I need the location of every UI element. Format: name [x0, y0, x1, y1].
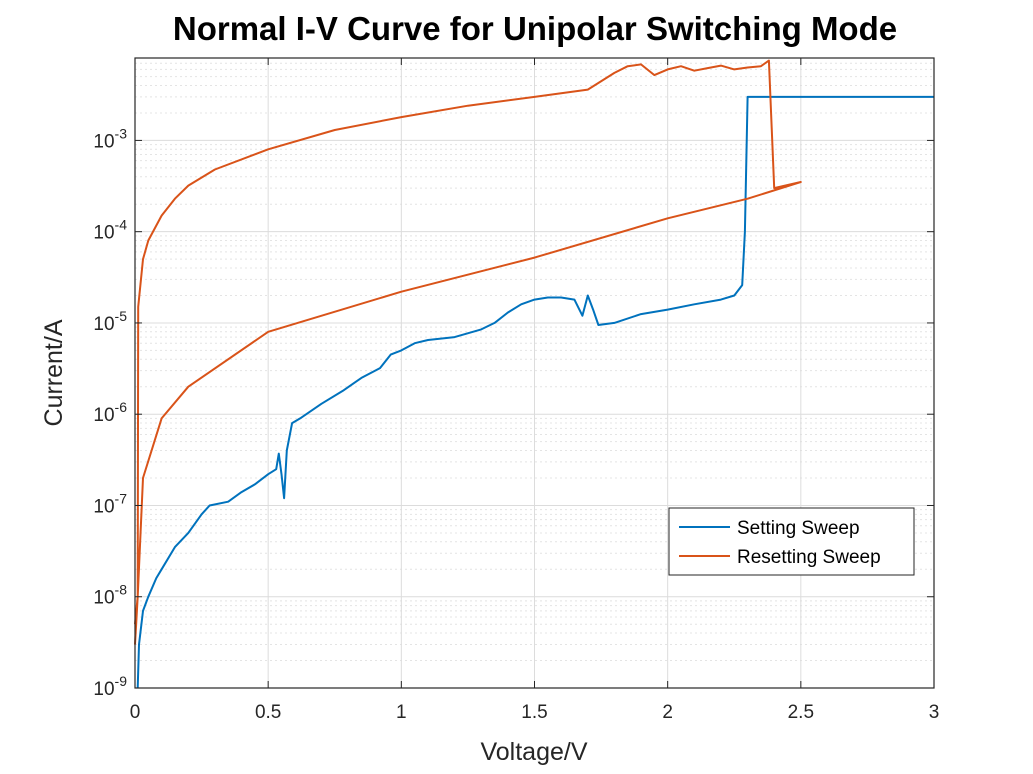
x-tick-label: 1 — [396, 702, 407, 723]
x-axis-ticks: 0 0.5 1 1.5 2 2.5 3 — [130, 58, 940, 723]
legend: Setting Sweep Resetting Sweep — [668, 507, 915, 576]
y-axis-ticks: 10-9 10-8 10-7 10-6 10-5 10-4 10-3 — [93, 125, 934, 700]
x-tick-label: 2 — [662, 702, 673, 723]
legend-label-resetting: Resetting Sweep — [737, 547, 881, 568]
series-lines — [134, 59, 934, 689]
x-axis-label: Voltage/V — [480, 738, 587, 766]
y-tick-label: 10-6 — [93, 399, 127, 426]
chart-title: Normal I-V Curve for Unipolar Switching … — [173, 10, 897, 47]
legend-box — [668, 507, 915, 576]
y-tick-label: 10-7 — [93, 490, 127, 517]
series-line-setting-sweep — [136, 95, 934, 689]
y-tick-label: 10-5 — [93, 308, 127, 335]
x-tick-label: 3 — [929, 702, 940, 723]
y-tick-label: 10-8 — [93, 582, 127, 609]
y-axis-label: Current/A — [40, 319, 68, 426]
x-tick-label: 2.5 — [788, 702, 814, 723]
x-tick-label: 0.5 — [255, 702, 281, 723]
series-line-resetting-sweep — [134, 59, 802, 645]
y-tick-label: 10-4 — [93, 217, 127, 244]
y-tick-label: 10-9 — [93, 673, 127, 700]
y-tick-label: 10-3 — [93, 125, 127, 152]
x-tick-label: 0 — [130, 702, 141, 723]
x-tick-label: 1.5 — [521, 702, 547, 723]
legend-label-setting: Setting Sweep — [737, 518, 860, 539]
